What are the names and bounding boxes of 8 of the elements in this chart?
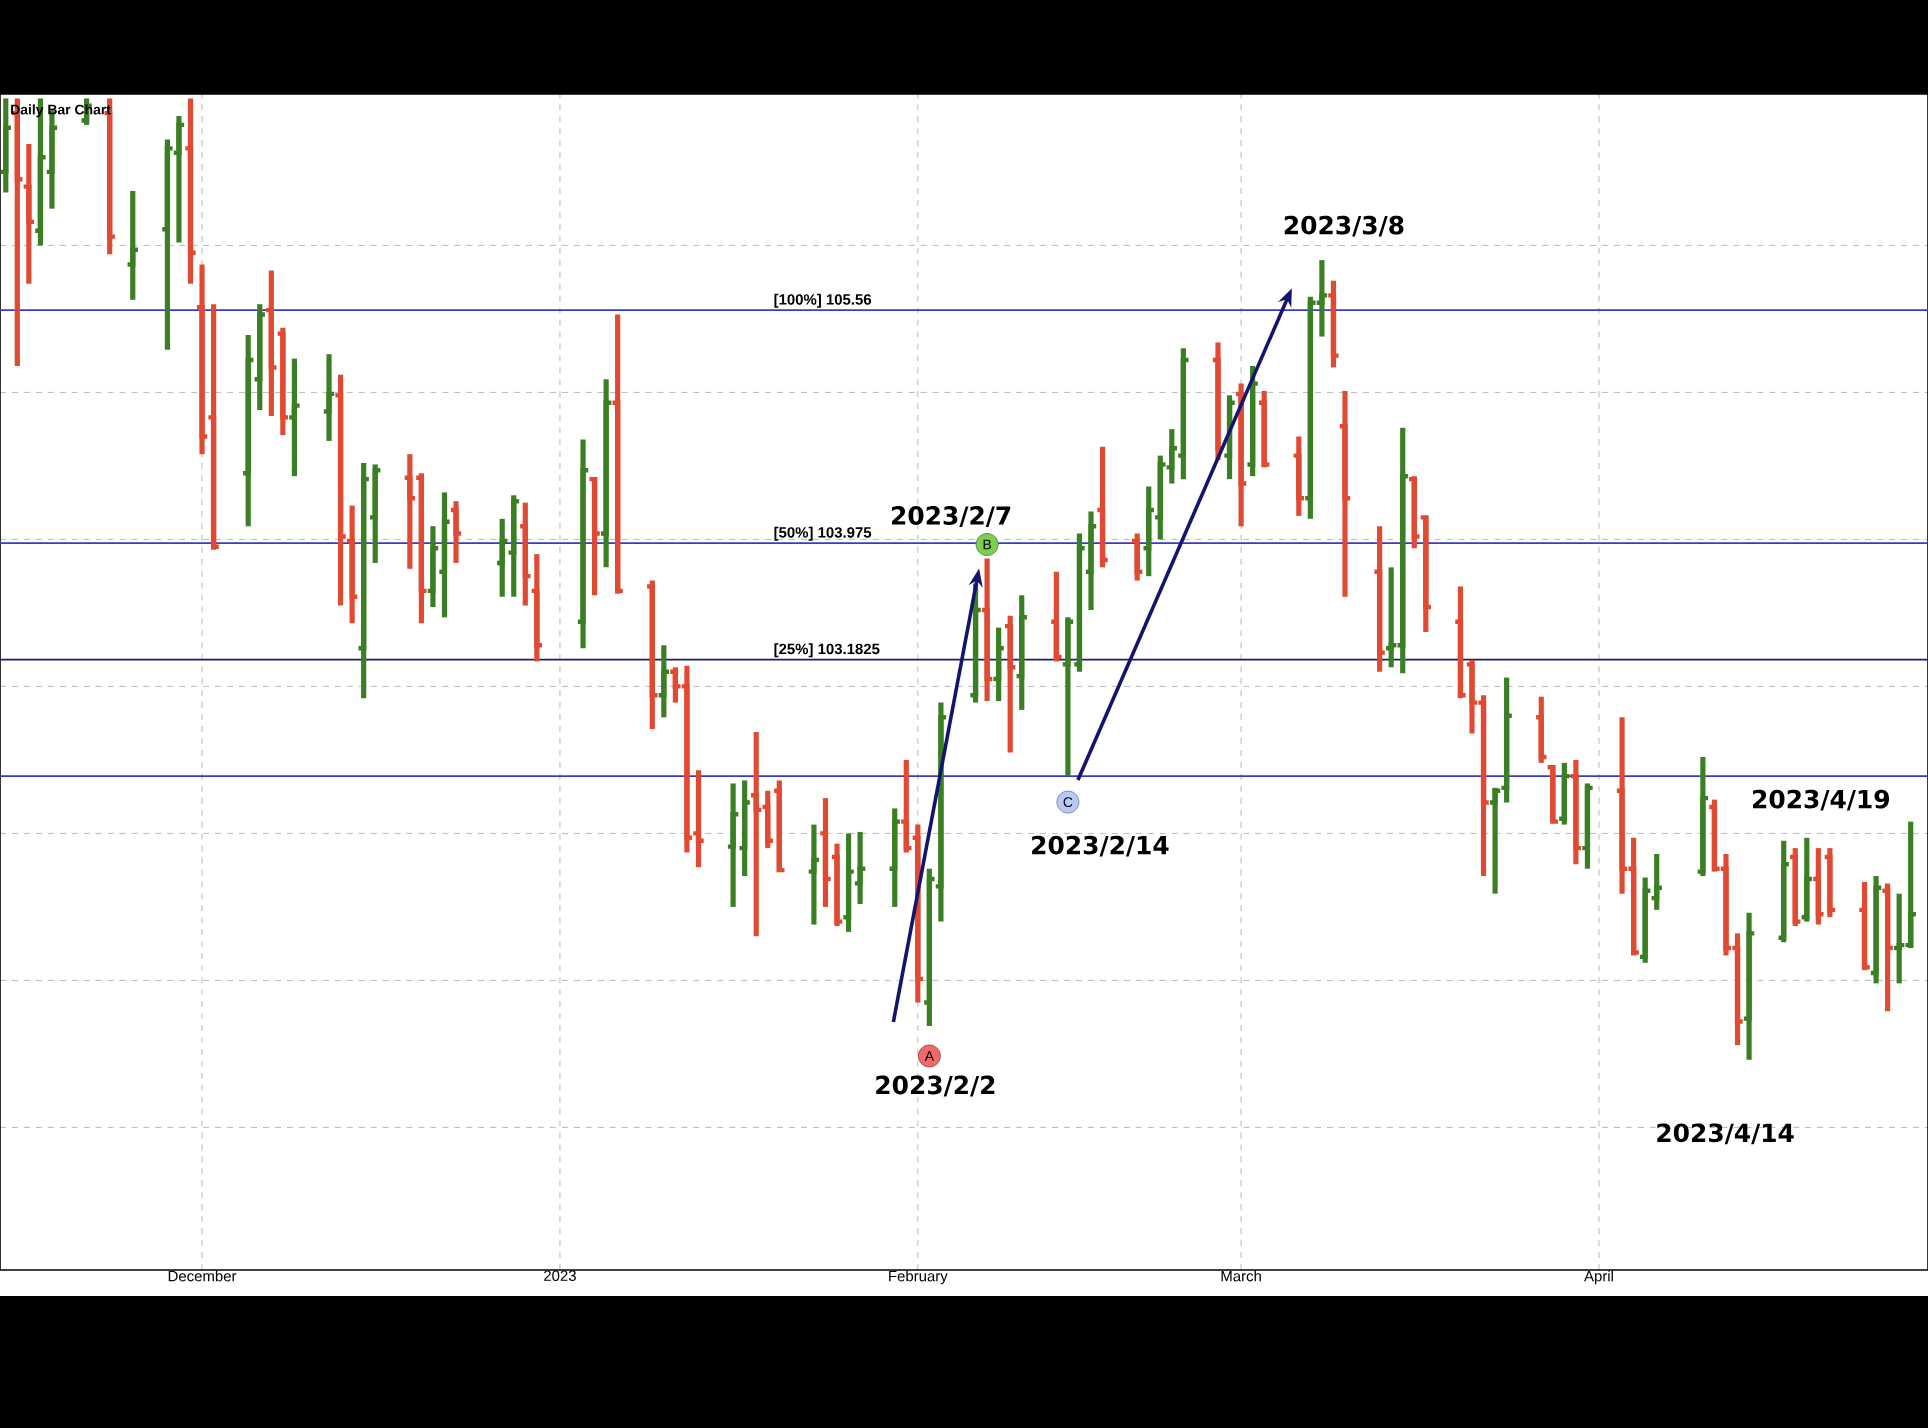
candlestick (323, 351, 335, 444)
annotation: 2023/2/7 (891, 506, 1011, 527)
annotation: 2023/4/19 (1753, 789, 1889, 811)
annotation: 2023/2/2 (876, 1075, 995, 1097)
annotation: 2023/4/14 (1657, 1123, 1794, 1145)
candlestick (450, 498, 462, 566)
annotation: 2023/3/8 (1284, 215, 1404, 237)
annotation: 2023/2/14 (1032, 835, 1169, 857)
